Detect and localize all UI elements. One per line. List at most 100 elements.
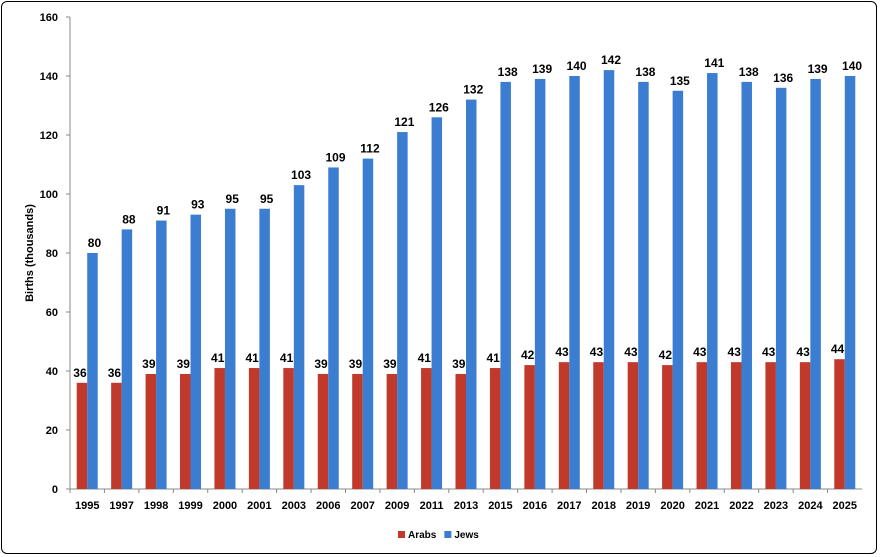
bar-arabs [627,362,639,489]
data-label-arabs: 41 [211,351,225,365]
data-label-arabs: 41 [280,351,294,365]
data-label-jews: 140 [567,59,587,73]
bar-arabs [662,365,673,489]
data-label-arabs: 42 [659,348,673,362]
bar-arabs [799,362,811,489]
x-tick-label: 2009 [385,500,409,512]
bar-jews [293,185,305,489]
y-axis-label: Births (thousands) [24,204,36,302]
bar-arabs [765,362,776,489]
x-tick-label: 1998 [144,500,168,512]
x-tick-label: 2019 [626,500,650,512]
bar-jews [466,99,477,489]
x-tick-label: 2006 [316,500,340,512]
x-tick-label: 2001 [247,500,271,512]
data-label-jews: 112 [360,142,380,156]
data-label-jews: 139 [532,62,552,76]
legend-label-arabs: Arabs [408,530,437,541]
bar-jews [362,158,374,489]
bar-jews [224,208,236,489]
y-tick-label: 40 [46,366,58,378]
bar-arabs [317,373,329,489]
data-label-arabs: 43 [555,345,569,359]
x-tick-label: 2016 [523,500,547,512]
legend-swatch-arabs [398,531,405,538]
bar-arabs [834,359,845,489]
bar-jews [672,90,684,489]
bar-jews [397,132,408,490]
y-tick-label: 140 [40,71,58,83]
data-label-jews: 141 [704,56,724,70]
bar-arabs [283,368,294,489]
bar-jews [638,81,649,490]
data-label-arabs: 39 [452,357,466,371]
x-tick-label: 2020 [660,500,684,512]
data-label-jews: 93 [191,198,205,212]
bar-arabs [421,368,432,489]
y-tick-label: 100 [40,189,58,201]
x-tick-label: 2025 [833,500,857,512]
legend-label-jews: Jews [454,530,479,541]
bar-arabs [111,382,122,489]
data-label-arabs: 43 [762,345,776,359]
data-label-arabs: 43 [693,345,707,359]
x-tick-label: 1999 [178,500,202,512]
bar-jews [156,220,167,490]
bar-arabs [248,368,260,489]
bar-arabs [455,373,466,489]
bar-jews [810,78,821,489]
data-label-arabs: 41 [487,351,501,365]
bar-jews [534,78,546,489]
bar-arabs [145,373,157,489]
data-label-arabs: 36 [73,366,87,380]
bar-arabs [489,368,501,489]
data-label-jews: 139 [808,62,828,76]
bar-arabs [386,373,398,489]
x-tick-label: 1997 [109,500,133,512]
bar-jews [707,73,718,490]
bar-arabs [76,382,88,489]
data-label-jews: 95 [226,192,240,206]
x-tick-label: 2007 [350,500,374,512]
x-tick-label: 2011 [420,500,444,512]
x-tick-label: 1995 [75,500,99,512]
data-label-jews: 138 [739,65,759,79]
data-label-jews: 103 [291,168,311,182]
y-tick-label: 20 [46,425,58,437]
data-label-arabs: 39 [349,357,363,371]
bar-jews [775,87,787,490]
data-label-jews: 91 [157,204,171,218]
bar-jews [431,117,443,490]
data-label-jews: 121 [394,115,414,129]
data-label-arabs: 39 [314,357,328,371]
y-tick-label: 80 [46,248,58,260]
data-label-jews: 80 [88,236,102,250]
data-label-jews: 138 [498,65,518,79]
bar-jews [569,76,580,489]
x-tick-label: 2024 [798,500,823,512]
data-label-arabs: 43 [624,345,638,359]
data-label-jews: 109 [325,150,345,164]
bar-arabs [593,362,604,489]
data-label-arabs: 36 [108,366,122,380]
data-label-arabs: 44 [831,342,845,356]
bar-jews [121,229,133,489]
y-tick-label: 0 [52,484,58,496]
data-label-arabs: 43 [728,345,742,359]
data-label-arabs: 39 [177,357,191,371]
data-label-jews: 138 [635,65,655,79]
bar-jews [844,76,856,489]
y-tick-label: 160 [40,12,58,24]
x-tick-label: 2013 [454,500,478,512]
x-tick-label: 2021 [695,500,719,512]
data-label-arabs: 39 [142,357,156,371]
data-label-arabs: 41 [245,351,259,365]
bar-arabs [524,365,535,489]
bar-jews [328,167,339,489]
data-label-arabs: 42 [521,348,535,362]
x-tick-label: 2022 [729,500,753,512]
data-label-arabs: 43 [590,345,604,359]
bar-jews [259,208,270,489]
bar-jews [603,70,615,489]
